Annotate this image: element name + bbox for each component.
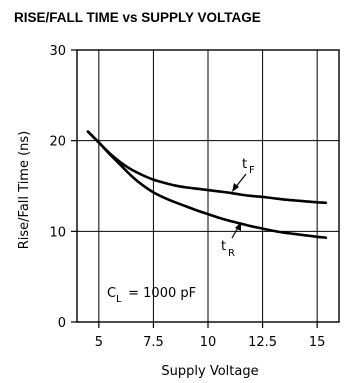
load-capacitance-annotation: C L = 1000 pF — [107, 286, 196, 305]
series-rise-time-line — [86, 130, 328, 239]
annotation-subscript: L — [116, 294, 122, 305]
tr-label-sub: R — [228, 248, 235, 259]
chart-title: RISE/FALL TIME vs SUPPLY VOLTAGE — [14, 10, 261, 25]
annotation-prefix: C — [107, 286, 116, 301]
x-tick-label: 5 — [95, 335, 103, 350]
x-tick-label: 10 — [200, 335, 217, 350]
series-group — [86, 130, 328, 239]
y-tick-label: 0 — [58, 316, 66, 331]
x-axis-title: Supply Voltage — [161, 364, 258, 379]
axis-ticks: 5 7.5 10 12.5 15 0 10 20 30 — [49, 44, 325, 350]
tr-arrow-head — [235, 222, 241, 231]
tr-label-main: t — [221, 239, 226, 254]
x-tick-label: 7.5 — [143, 335, 164, 350]
tf-arrow-head — [232, 183, 239, 192]
annotation-rest: = 1000 pF — [124, 286, 196, 301]
x-tick-label: 15 — [309, 335, 326, 350]
series-fall-time-line — [86, 130, 328, 205]
tf-label-sub: F — [249, 165, 255, 176]
tr-label: t R — [221, 239, 235, 259]
y-tick-label: 30 — [49, 44, 66, 59]
y-axis-title: Rise/Fall Time (ns) — [17, 131, 32, 250]
y-tick-label: 10 — [49, 225, 66, 240]
x-tick-label: 12.5 — [248, 335, 277, 350]
tf-label-main: t — [242, 157, 247, 172]
y-tick-label: 20 — [49, 135, 66, 150]
tf-label: t F — [242, 157, 255, 176]
grid — [77, 50, 339, 322]
